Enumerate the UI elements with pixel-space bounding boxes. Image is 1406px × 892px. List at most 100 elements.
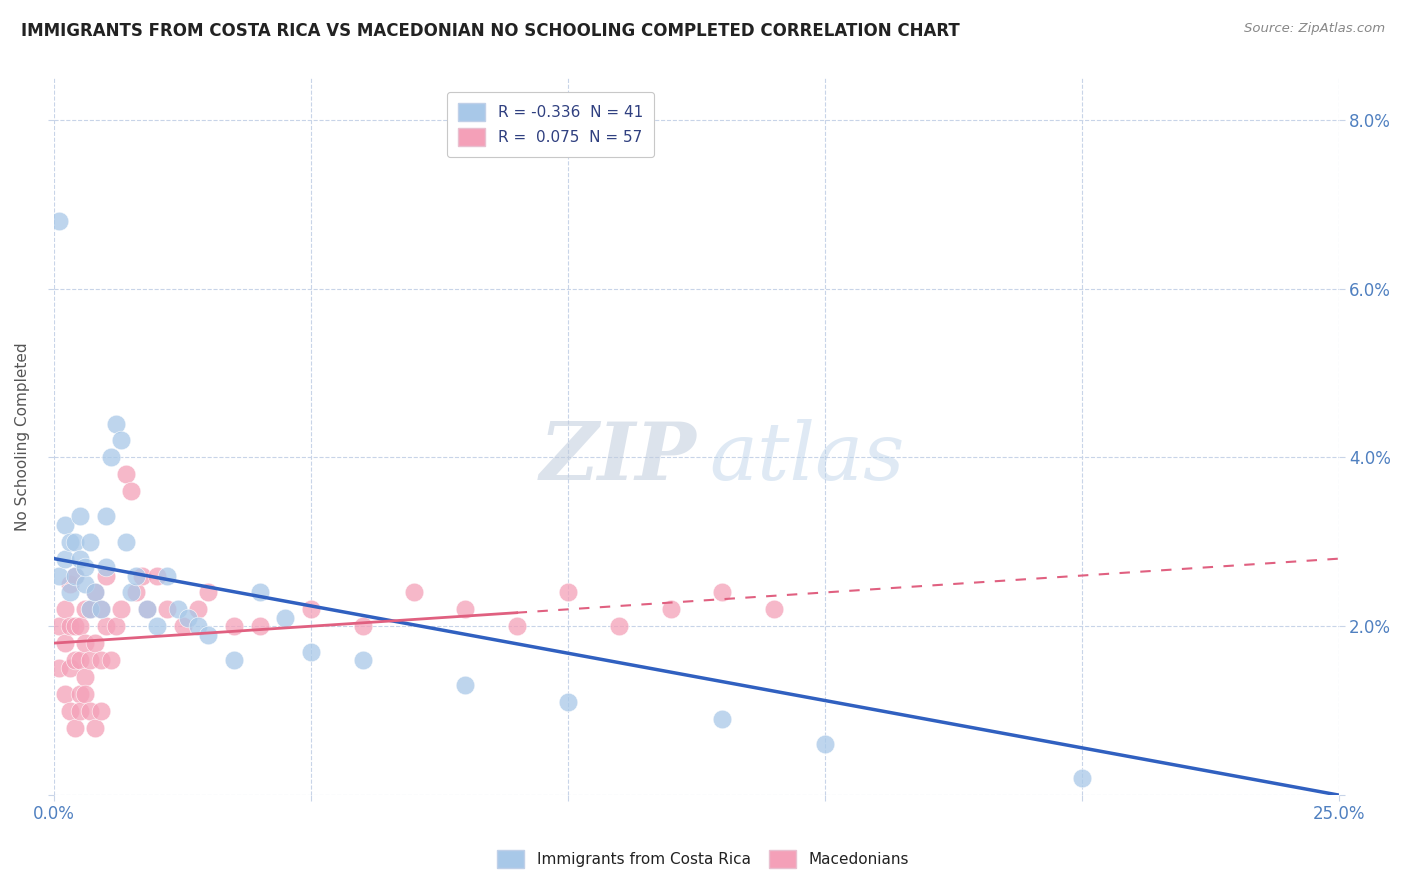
Point <box>94 509 117 524</box>
Point <box>711 712 734 726</box>
Point <box>63 619 86 633</box>
Point <box>177 611 200 625</box>
Point <box>53 517 76 532</box>
Point <box>131 568 153 582</box>
Point <box>762 602 785 616</box>
Point <box>69 509 91 524</box>
Point <box>79 602 101 616</box>
Point <box>75 602 97 616</box>
Point <box>84 585 107 599</box>
Point <box>125 568 148 582</box>
Point <box>48 619 70 633</box>
Point <box>94 568 117 582</box>
Legend: Immigrants from Costa Rica, Macedonians: Immigrants from Costa Rica, Macedonians <box>488 841 918 877</box>
Point <box>352 619 374 633</box>
Point <box>156 568 179 582</box>
Point <box>59 534 82 549</box>
Point <box>75 577 97 591</box>
Point <box>557 695 579 709</box>
Point <box>814 738 837 752</box>
Point <box>1070 771 1092 785</box>
Point <box>274 611 297 625</box>
Text: atlas: atlas <box>709 419 904 497</box>
Point <box>90 704 112 718</box>
Point <box>224 653 246 667</box>
Point <box>63 568 86 582</box>
Point <box>53 551 76 566</box>
Y-axis label: No Schooling Completed: No Schooling Completed <box>15 342 30 531</box>
Point <box>48 568 70 582</box>
Point <box>63 568 86 582</box>
Point <box>454 678 477 692</box>
Point <box>59 619 82 633</box>
Point <box>249 619 271 633</box>
Point <box>48 214 70 228</box>
Point <box>115 534 138 549</box>
Point <box>125 585 148 599</box>
Point <box>100 450 122 465</box>
Point <box>69 619 91 633</box>
Point <box>63 534 86 549</box>
Point <box>48 661 70 675</box>
Point <box>69 551 91 566</box>
Point <box>711 585 734 599</box>
Point <box>110 602 132 616</box>
Point <box>79 704 101 718</box>
Point <box>69 653 91 667</box>
Point <box>454 602 477 616</box>
Point <box>609 619 631 633</box>
Point <box>79 653 101 667</box>
Point <box>100 653 122 667</box>
Point <box>79 602 101 616</box>
Point <box>197 585 219 599</box>
Point <box>63 653 86 667</box>
Point <box>299 644 322 658</box>
Point <box>94 560 117 574</box>
Point <box>156 602 179 616</box>
Point <box>120 585 142 599</box>
Point <box>224 619 246 633</box>
Point <box>115 467 138 482</box>
Point <box>84 636 107 650</box>
Point <box>166 602 188 616</box>
Point <box>79 534 101 549</box>
Point <box>104 417 127 431</box>
Point <box>402 585 425 599</box>
Point <box>249 585 271 599</box>
Point <box>90 602 112 616</box>
Text: IMMIGRANTS FROM COSTA RICA VS MACEDONIAN NO SCHOOLING COMPLETED CORRELATION CHAR: IMMIGRANTS FROM COSTA RICA VS MACEDONIAN… <box>21 22 960 40</box>
Point <box>352 653 374 667</box>
Point <box>659 602 682 616</box>
Text: ZIP: ZIP <box>540 419 696 497</box>
Point <box>187 619 209 633</box>
Point <box>59 704 82 718</box>
Point <box>146 568 169 582</box>
Point <box>75 560 97 574</box>
Point <box>75 670 97 684</box>
Point <box>104 619 127 633</box>
Point <box>197 627 219 641</box>
Point <box>69 704 91 718</box>
Point <box>120 484 142 499</box>
Point <box>505 619 527 633</box>
Point <box>146 619 169 633</box>
Point <box>69 687 91 701</box>
Point <box>135 602 157 616</box>
Legend: R = -0.336  N = 41, R =  0.075  N = 57: R = -0.336 N = 41, R = 0.075 N = 57 <box>447 92 654 157</box>
Point <box>187 602 209 616</box>
Point <box>110 434 132 448</box>
Point <box>75 636 97 650</box>
Point <box>299 602 322 616</box>
Point <box>172 619 194 633</box>
Point <box>90 653 112 667</box>
Point <box>75 687 97 701</box>
Point <box>63 721 86 735</box>
Point <box>84 721 107 735</box>
Point <box>94 619 117 633</box>
Point <box>84 585 107 599</box>
Point <box>59 585 82 599</box>
Point <box>135 602 157 616</box>
Point <box>557 585 579 599</box>
Text: Source: ZipAtlas.com: Source: ZipAtlas.com <box>1244 22 1385 36</box>
Point <box>59 577 82 591</box>
